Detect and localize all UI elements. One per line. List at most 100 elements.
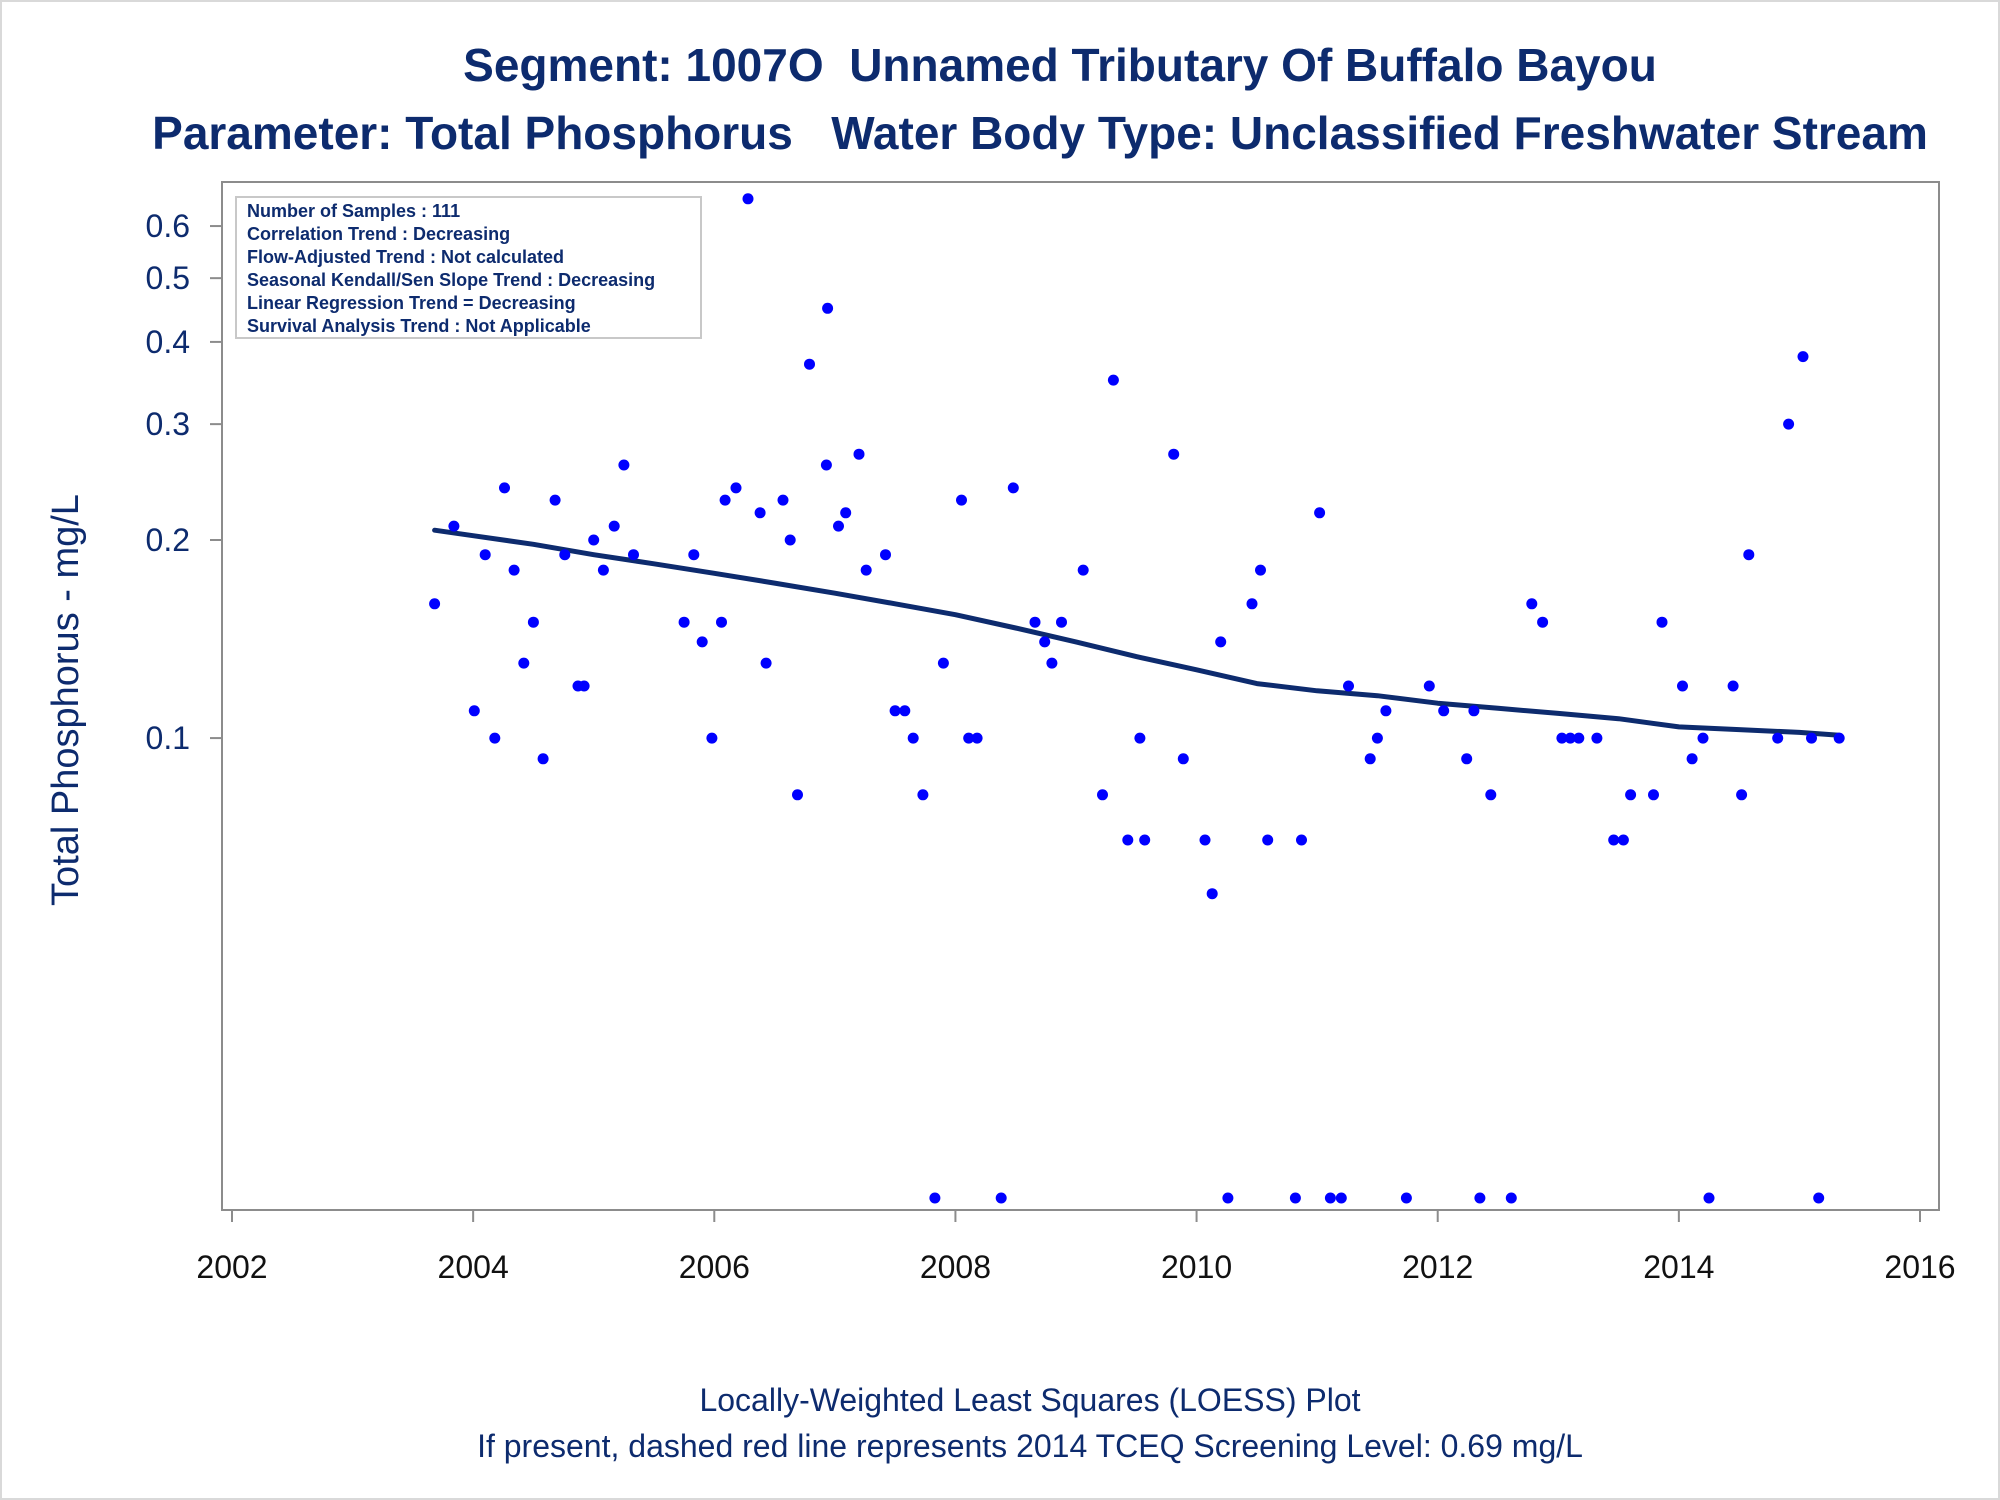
- data-point: [468, 705, 480, 717]
- data-point: [1222, 1192, 1234, 1204]
- data-point: [929, 1192, 941, 1204]
- data-point: [1029, 616, 1041, 628]
- data-point: [1617, 834, 1629, 846]
- stats-line: Seasonal Kendall/Sen Slope Trend : Decre…: [247, 270, 655, 290]
- x-axis: 2002 2004 2006 2008 2010 2012 2014 2016: [196, 1210, 1956, 1285]
- data-point: [833, 520, 844, 532]
- data-point: [937, 657, 949, 669]
- data-point: [1505, 1192, 1517, 1204]
- data-point: [889, 705, 901, 717]
- data-point: [860, 564, 872, 576]
- data-point: [742, 193, 754, 205]
- data-point: [754, 507, 766, 519]
- data-point: [1526, 598, 1538, 610]
- data-point: [1314, 507, 1326, 519]
- data-point: [995, 1192, 1007, 1204]
- data-point: [1438, 705, 1450, 717]
- data-point: [1371, 732, 1383, 744]
- data-point: [1046, 657, 1058, 669]
- y-tick-label: 0.5: [146, 260, 190, 296]
- data-point: [1625, 789, 1637, 801]
- stats-box-lines: Number of Samples : 111 Correlation Trend…: [247, 201, 655, 336]
- data-point: [1783, 418, 1795, 430]
- data-point: [628, 549, 639, 561]
- y-axis: 0.1 0.2 0.3 0.4 0.5 0.6: [146, 208, 222, 756]
- data-point: [489, 732, 501, 744]
- plot-area: [221, 181, 1940, 1211]
- data-point: [719, 494, 731, 506]
- data-point: [588, 534, 600, 546]
- data-point: [527, 616, 539, 628]
- y-tick-label: 0.3: [146, 406, 190, 442]
- chart-subtitle: Parameter: Total Phosphorus Water Body T…: [152, 107, 1928, 159]
- data-point: [1296, 834, 1307, 846]
- data-point: [840, 507, 852, 519]
- data-point: [822, 302, 834, 314]
- data-point: [1833, 732, 1845, 744]
- data-point: [1364, 753, 1376, 765]
- x-tick-label: 2002: [196, 1249, 267, 1285]
- data-point: [1474, 1192, 1486, 1204]
- data-point: [1677, 680, 1688, 692]
- data-point: [1736, 789, 1748, 801]
- data-point: [678, 616, 690, 628]
- data-point: [608, 520, 620, 532]
- data-point: [518, 657, 530, 669]
- data-point: [792, 789, 803, 801]
- data-point: [1215, 636, 1227, 648]
- data-point: [1703, 1192, 1715, 1204]
- stats-line: Flow-Adjusted Trend : Not calculated: [247, 247, 564, 267]
- stats-line: Linear Regression Trend = Decreasing: [247, 293, 576, 313]
- data-point: [479, 549, 491, 561]
- data-point: [578, 680, 590, 692]
- data-points: [429, 193, 1845, 1204]
- data-point: [1591, 732, 1603, 744]
- x-tick-label: 2008: [920, 1249, 991, 1285]
- x-tick-label: 2012: [1402, 1249, 1473, 1285]
- footnote-loess: Locally-Weighted Least Squares (LOESS) P…: [699, 1382, 1361, 1418]
- data-point: [1743, 549, 1755, 561]
- y-tick-label: 0.1: [146, 720, 190, 756]
- data-point: [448, 520, 460, 532]
- data-point: [1139, 834, 1151, 846]
- data-point: [1343, 680, 1354, 692]
- data-point: [1255, 564, 1266, 576]
- data-point: [1564, 732, 1576, 744]
- x-tick-label: 2014: [1643, 1249, 1714, 1285]
- data-point: [804, 358, 815, 370]
- data-point: [760, 657, 772, 669]
- y-axis-title: Total Phosphorus - mg/L: [45, 494, 87, 906]
- y-tick-label: 0.4: [146, 324, 190, 360]
- data-point: [1199, 834, 1211, 846]
- data-point: [1168, 448, 1180, 460]
- data-point: [1107, 374, 1119, 386]
- data-point: [1380, 705, 1392, 717]
- chart-title: Segment: 1007O Unnamed Tributary Of Buff…: [463, 39, 1657, 91]
- data-point: [1813, 1192, 1825, 1204]
- stats-line: Survival Analysis Trend : Not Applicable: [247, 316, 591, 336]
- x-tick-label: 2010: [1161, 1249, 1232, 1285]
- data-point: [777, 494, 789, 506]
- data-point: [1423, 680, 1435, 692]
- data-point: [784, 534, 796, 546]
- data-point: [597, 564, 609, 576]
- data-point: [499, 482, 510, 494]
- data-point: [1206, 888, 1218, 900]
- data-point: [1727, 680, 1739, 692]
- data-point: [1289, 1192, 1301, 1204]
- data-point: [1097, 789, 1108, 801]
- data-point: [1806, 732, 1817, 744]
- data-point: [618, 459, 630, 471]
- data-point: [1400, 1192, 1412, 1204]
- data-point: [880, 549, 891, 561]
- data-point: [1537, 616, 1549, 628]
- stats-box: [235, 196, 702, 339]
- data-point: [429, 598, 441, 610]
- data-point: [1608, 834, 1620, 846]
- footnote-screening-level: If present, dashed red line represents 2…: [477, 1428, 1583, 1464]
- data-point: [956, 494, 967, 506]
- data-point: [1039, 636, 1051, 648]
- data-point: [1056, 616, 1067, 628]
- data-point: [1077, 564, 1089, 576]
- data-point: [1556, 732, 1568, 744]
